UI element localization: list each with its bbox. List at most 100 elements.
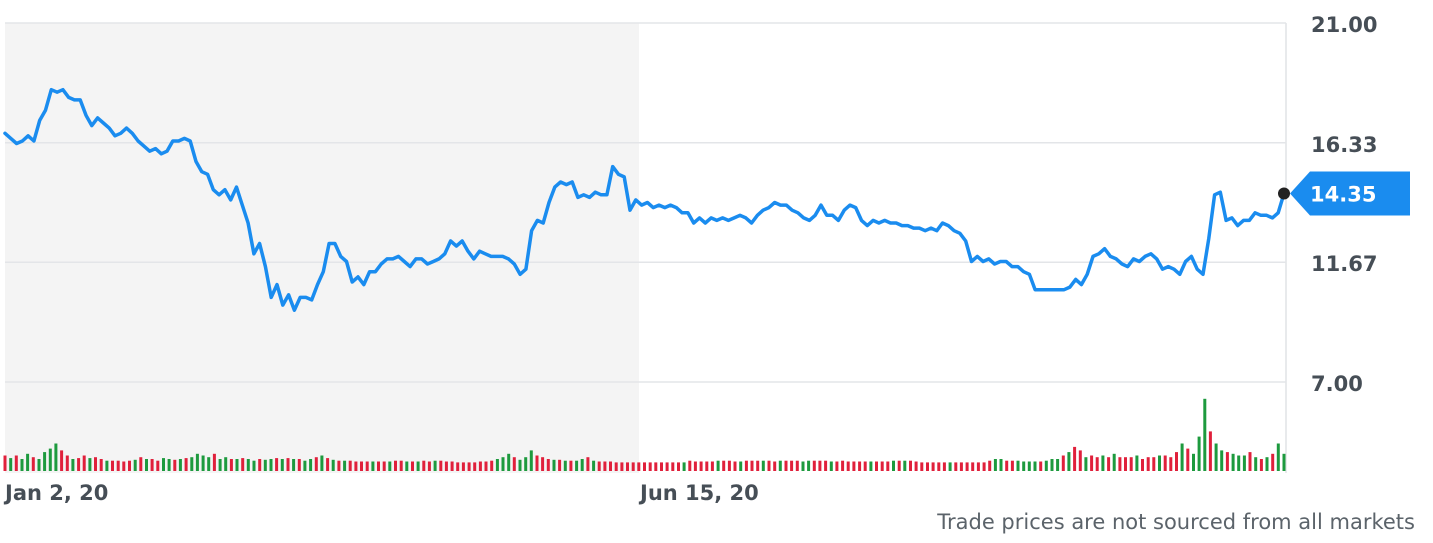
volume-bar	[677, 462, 680, 471]
volume-bar	[903, 460, 907, 471]
current-price-tag: 14.35	[1290, 171, 1410, 216]
volume-bar	[835, 461, 839, 471]
volume-bar	[275, 458, 279, 471]
volume-bar	[439, 460, 443, 471]
volume-bar	[727, 460, 731, 471]
volume-bar	[1107, 457, 1111, 471]
volume-bar	[569, 460, 573, 471]
volume-bar	[450, 461, 454, 471]
volume-bar	[892, 460, 895, 471]
volume-bar	[592, 460, 596, 471]
volume-bar	[778, 460, 782, 471]
volume-bar	[931, 462, 935, 471]
volume-bar	[812, 460, 816, 471]
volume-bar	[875, 461, 878, 471]
volume-bar	[263, 459, 267, 471]
volume-bar	[852, 461, 856, 471]
volume-bar	[286, 458, 290, 471]
volume-bar	[976, 462, 980, 471]
volume-bar	[1192, 453, 1195, 471]
volume-bar	[1282, 453, 1286, 471]
volume-bar	[897, 460, 901, 471]
volume-bar	[637, 462, 641, 471]
volume-bar	[26, 453, 30, 471]
volume-bar	[229, 459, 233, 471]
data-source-footnote: Trade prices are not sourced from all ma…	[937, 510, 1415, 534]
volume-bar	[1152, 457, 1156, 471]
volume-bar	[60, 450, 64, 471]
volume-bar	[801, 461, 805, 471]
volume-bar	[382, 461, 386, 471]
volume-bar	[1124, 457, 1127, 471]
x-tick-label: Jan 2, 20	[3, 481, 108, 505]
volume-bar	[484, 461, 488, 471]
volume-bar	[139, 457, 143, 471]
volume-bar	[1220, 450, 1224, 471]
volume-bar	[1095, 457, 1099, 471]
volume-bar	[422, 460, 426, 471]
volume-bar	[586, 457, 590, 471]
volume-bar	[1214, 443, 1218, 471]
volume-bar	[456, 462, 460, 471]
volume-bar	[744, 460, 748, 471]
volume-bar	[807, 460, 811, 471]
volume-bar	[365, 461, 369, 471]
volume-bar	[563, 460, 567, 471]
y-tick-label: 11.67	[1311, 252, 1377, 276]
volume-bar	[31, 457, 35, 471]
volume-bar	[660, 462, 663, 471]
volume-bar	[167, 459, 171, 471]
volume-bar	[671, 462, 675, 471]
volume-bar	[614, 462, 618, 471]
volume-bar	[909, 460, 912, 471]
volume-bar	[948, 462, 952, 471]
volume-bar	[190, 457, 194, 471]
volume-bar	[507, 453, 511, 471]
volume-bar	[173, 459, 177, 471]
volume-bar	[722, 460, 726, 471]
volume-bar	[337, 460, 341, 471]
volume-bar	[348, 460, 352, 471]
volume-bar	[858, 461, 862, 471]
volume-bar	[1259, 459, 1263, 471]
volume-bar	[320, 455, 324, 471]
volume-bar	[1175, 452, 1178, 471]
volume-bar	[790, 460, 794, 471]
volume-bar	[818, 460, 822, 471]
volume-bar	[473, 462, 477, 471]
volume-bar	[1254, 457, 1258, 471]
volume-bar	[1141, 459, 1144, 471]
volume-bar	[495, 459, 499, 471]
volume-bar	[1010, 460, 1014, 471]
volume-bar	[297, 459, 301, 471]
volume-bar	[258, 459, 262, 471]
volume-bar	[433, 460, 437, 471]
volume-bar	[914, 461, 918, 471]
volume-bar	[94, 457, 97, 471]
volume-bar	[1061, 455, 1065, 471]
volume-bar	[501, 457, 505, 471]
volume-bar	[1129, 457, 1133, 471]
volume-bar	[195, 453, 199, 471]
volume-bar	[156, 460, 160, 471]
volume-bar	[1027, 461, 1031, 471]
volume-bar	[1039, 461, 1043, 471]
volume-bar	[467, 462, 471, 471]
volume-bar	[880, 461, 884, 471]
volume-bar	[954, 462, 958, 471]
volume-bar	[218, 459, 222, 471]
volume-bar	[377, 461, 380, 471]
volume-bar	[767, 460, 771, 471]
volume-bar	[1112, 453, 1116, 471]
volume-bar	[631, 462, 635, 471]
volume-bar	[1005, 460, 1009, 471]
volume-bar	[207, 457, 211, 471]
volume-bar	[603, 461, 607, 471]
volume-bar	[427, 461, 431, 471]
volume-bar	[1231, 453, 1235, 471]
volume-bar	[829, 461, 833, 471]
volume-bar	[693, 461, 697, 471]
volume-bar	[116, 460, 120, 471]
volume-bar	[269, 459, 273, 471]
volume-bar	[1203, 398, 1207, 471]
